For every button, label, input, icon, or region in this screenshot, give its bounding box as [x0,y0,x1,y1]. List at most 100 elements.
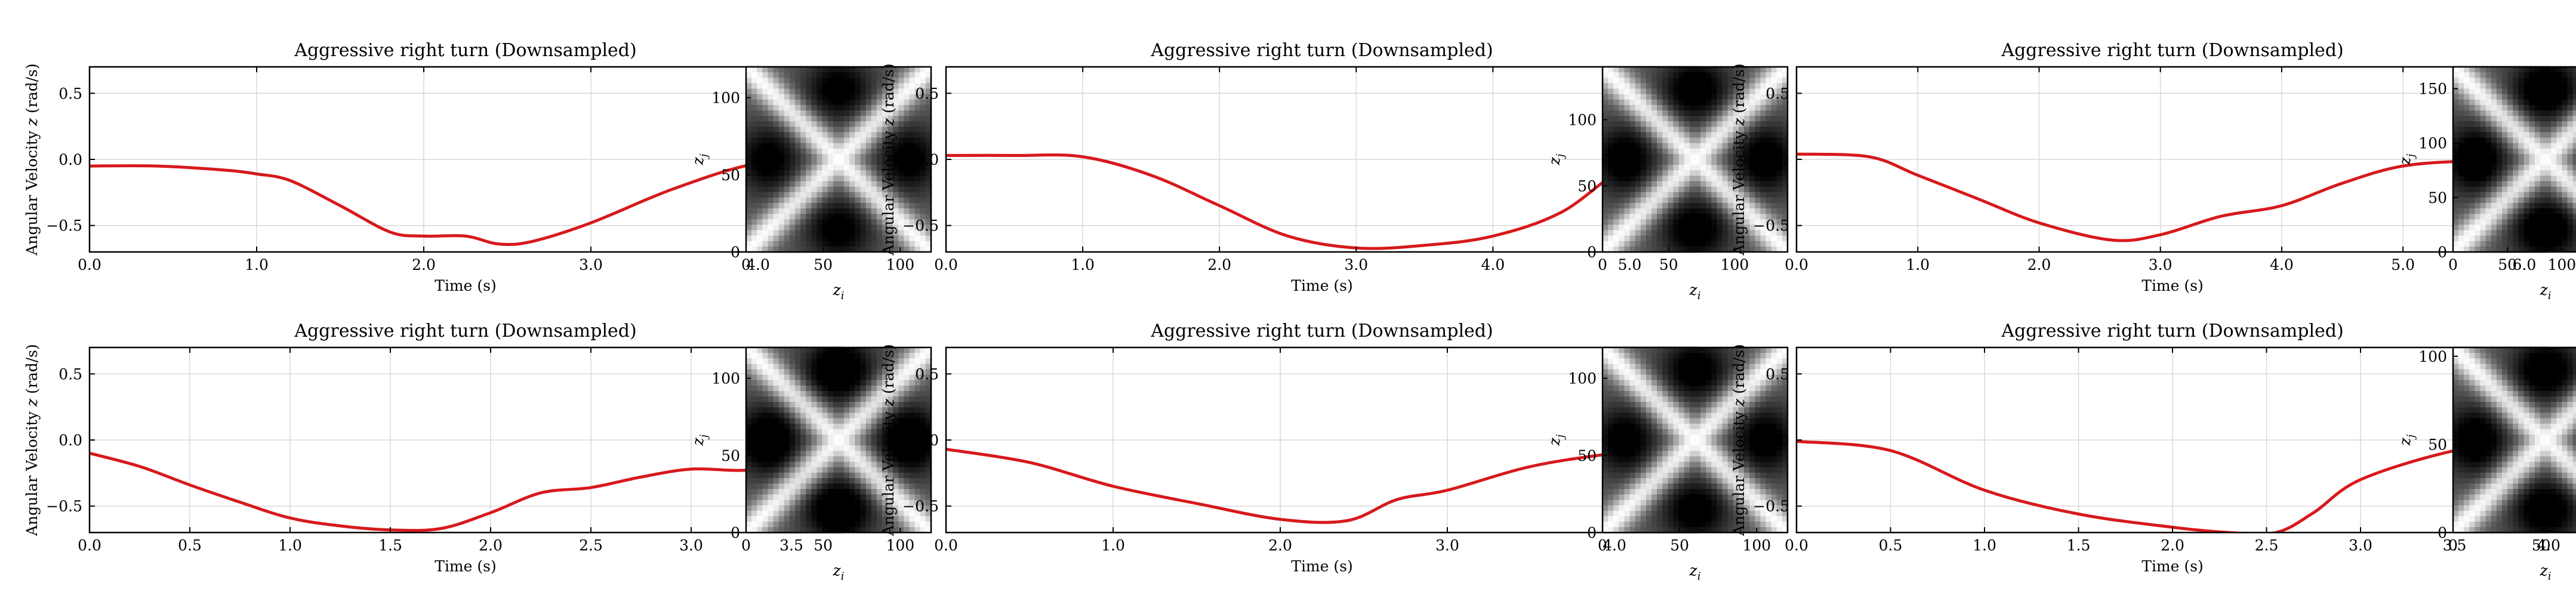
heatmap-cell [757,88,763,95]
heatmap-cell [893,186,899,193]
heatmap-frame [745,346,932,534]
heatmap-cell [876,380,883,386]
heatmap-panel-3: 005050100100150150zizjz_iz_j [2396,66,2576,302]
heatmap-cell [876,489,883,495]
heatmap-cell [2529,176,2535,182]
heatmap-cell [1624,192,1631,198]
heatmap-cell [778,390,785,397]
heatmap-cell [778,396,785,402]
heatmap-frame [745,66,932,253]
heatmap-cell [1689,148,1696,155]
heatmap-cell [1738,121,1745,127]
heatmap-cell [1695,83,1701,90]
heatmap-cell [1760,165,1767,171]
heatmap-cell [1749,143,1755,149]
heatmap-cell [827,369,834,376]
heatmap-cell [839,380,845,386]
heatmap-cell [2458,224,2464,231]
heatmap-cell [768,235,774,242]
heatmap-cell [757,429,763,435]
heatmap-cell [1662,159,1669,165]
heatmap-cell [2469,132,2476,139]
heatmap-cell [2551,88,2557,95]
heatmap-cell [849,390,855,397]
heatmap-cell [914,88,921,95]
heatmap-cell [827,358,834,364]
heatmap-cell [909,170,916,176]
heatmap-cell [855,483,861,490]
heatmap-cell [2551,83,2557,90]
heatmap-cell [1689,170,1696,176]
heatmap-cell [800,494,806,500]
heatmap-cell [762,445,769,451]
heatmap-cell [1733,116,1739,122]
heatmap-cell [1613,176,1619,182]
heatmap-cell [784,241,790,247]
heatmap-cell [865,143,872,149]
heatmap-cell [833,137,839,144]
heatmap-cell [1613,230,1619,236]
heatmap-cell [855,358,861,364]
heatmap-cell [1662,127,1669,133]
heatmap-cell [1657,143,1663,149]
heatmap-cell [1727,224,1734,231]
heatmap-cell [2496,121,2503,127]
heatmap-cell [778,461,785,468]
heatmap-cell [822,127,828,133]
heatmap-cell [789,116,796,122]
heatmap-cell [827,472,834,479]
heatmap-cell [2469,186,2476,193]
heatmap-cell [789,423,796,430]
heatmap-cell [860,494,867,500]
heatmap-cell [898,407,905,414]
heatmap-cell [795,83,801,90]
heatmap-cell [762,78,769,84]
heatmap-cell [909,527,916,533]
heatmap-cell [789,472,796,479]
heatmap-cell [1603,202,1609,209]
heatmap-cell [849,67,855,73]
heatmap-cell [914,246,921,253]
heatmap-cell [860,246,867,253]
heatmap-cell [1771,246,1777,253]
heatmap-cell [904,88,910,95]
heatmap-cell [768,214,774,220]
heatmap-cell [882,72,888,78]
heatmap-cell [1678,104,1685,111]
heatmap-cell [811,153,818,160]
heatmap-cell [778,230,785,236]
heatmap-cell [2475,137,2481,144]
heatmap-cell [751,456,757,463]
heatmap-cell [904,516,910,522]
heatmap-cell [1678,176,1685,182]
heatmap-cell [1635,94,1641,100]
heatmap-cell [893,235,899,242]
heatmap-cell [762,159,769,165]
heatmap-cell [2491,127,2497,133]
heatmap-cell [1613,67,1619,73]
heatmap-cell [746,358,752,364]
heatmap-cell [920,521,926,528]
heatmap-cell [2562,137,2568,144]
heatmap-cell [2480,132,2486,139]
heatmap-cell [871,224,877,231]
heatmap-cell [871,516,877,522]
heatmap-cell [909,202,916,209]
heatmap-cell [1782,137,1788,144]
heatmap-cell [925,159,932,165]
heatmap-cell [778,413,785,419]
line-panel-4: 0.0 0.5 1.0 1.5 2.0 2.5 3.0 3.50.50.0−0.5Aggres… [23,321,843,575]
heatmap-cell [800,380,806,386]
heatmap-cell [871,192,877,198]
heatmap-cell [1749,67,1755,73]
heatmap-cell [1657,176,1663,182]
heatmap-cell [2513,148,2519,155]
heatmap-cell [768,478,774,484]
heatmap-cell [778,235,785,242]
chart-title: Aggressive right turn (Downsampled) [294,321,636,341]
heatmap-cell [816,516,823,522]
heatmap-cell [1673,148,1680,155]
heatmap-cell [1733,99,1739,106]
heatmap-cell [784,353,790,359]
heatmap-cell [2562,88,2568,95]
